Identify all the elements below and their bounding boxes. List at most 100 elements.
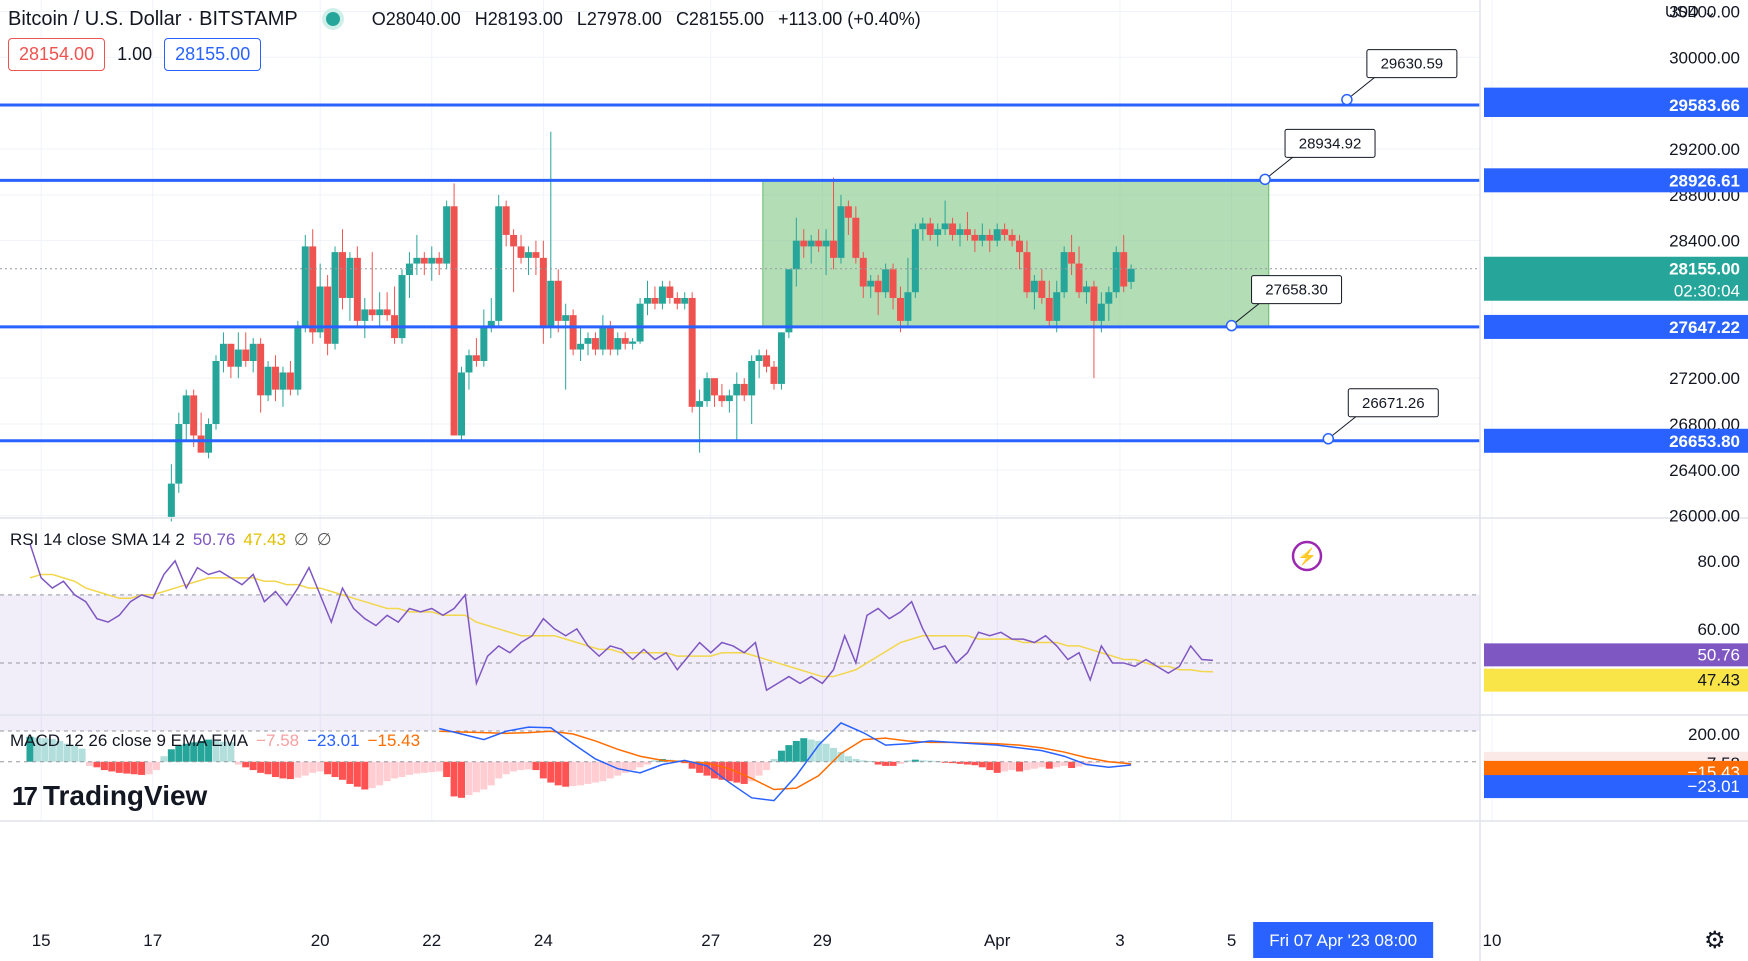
macd-histogram-bar xyxy=(361,761,369,790)
macd-histogram-bar xyxy=(480,761,488,790)
macd-histogram-bar xyxy=(978,761,986,768)
macd-histogram-bar xyxy=(577,761,585,786)
time-tick-label: 27 xyxy=(701,931,720,950)
callout-anchor xyxy=(1259,173,1271,186)
macd-histogram-bar xyxy=(815,740,823,762)
macd-histogram-bar xyxy=(710,761,718,779)
candle-body xyxy=(636,303,644,342)
candle-body xyxy=(651,297,659,304)
macd-histogram-bar xyxy=(621,761,629,773)
macd-histogram-bar xyxy=(792,740,800,762)
candle-body xyxy=(792,240,800,270)
macd-histogram-bar xyxy=(78,748,86,762)
price-label-box xyxy=(1484,314,1748,339)
rsi-legend[interactable]: RSI 14 close SMA 14 2 50.76 47.43 ∅ ∅ xyxy=(10,530,332,550)
macd-histogram-bar xyxy=(145,761,153,775)
candle-body xyxy=(941,223,949,230)
macd-histogram-bar xyxy=(309,761,317,773)
candle-body xyxy=(896,297,904,321)
macd-histogram-bar xyxy=(420,761,428,773)
candle-body xyxy=(986,234,994,241)
gear-icon[interactable]: ⚙ xyxy=(1704,927,1726,954)
macd-histogram-bar xyxy=(904,760,912,762)
time-tick-label: 3 xyxy=(1115,931,1124,950)
macd-histogram-bar xyxy=(688,761,696,769)
rsi-last-label: 47.43 xyxy=(1697,671,1740,690)
candle-body xyxy=(309,246,317,333)
candle-body xyxy=(658,286,666,304)
macd-histogram-bar xyxy=(324,761,332,775)
rsi-label: RSI 14 close SMA 14 2 xyxy=(10,530,185,549)
candle-body xyxy=(1060,252,1068,293)
candle-body xyxy=(889,269,897,298)
candle-body xyxy=(777,332,785,384)
price-label-box xyxy=(1484,168,1748,193)
symbol-title[interactable]: Bitcoin / U.S. Dollar · BITSTAMP xyxy=(8,7,298,30)
candle-body xyxy=(1105,292,1113,304)
macd-legend[interactable]: MACD 12 26 close 9 EMA EMA −7.58 −23.01 … xyxy=(10,731,420,751)
chevron-down-icon: ⌄ xyxy=(1703,4,1717,21)
candle-body xyxy=(301,246,309,327)
macd-histogram-bar xyxy=(629,761,637,771)
macd-histogram-bar xyxy=(1053,761,1061,768)
macd-histogram-bar xyxy=(160,756,168,762)
rsi-ma-line xyxy=(29,573,1213,678)
candle-body xyxy=(874,280,882,293)
macd-histogram-bar xyxy=(911,759,919,762)
candle-body xyxy=(614,338,622,350)
candle-body xyxy=(859,257,867,287)
candle-body xyxy=(420,257,428,264)
macd-histogram-bar xyxy=(844,756,852,762)
macd-histogram-bar xyxy=(569,761,577,787)
macd-histogram-bar xyxy=(971,761,979,766)
candle-body xyxy=(904,292,912,321)
macd-histogram-bar xyxy=(272,761,280,778)
macd-histogram-bar xyxy=(435,761,443,772)
macd-histogram-bar xyxy=(606,761,614,779)
macd-histogram-bar xyxy=(257,761,265,773)
macd-histogram-bar xyxy=(539,761,547,779)
candle-body xyxy=(1045,297,1053,321)
candle-body xyxy=(532,252,540,258)
macd-hist-value: −7.58 xyxy=(256,731,300,750)
price-tick-label: 30000.00 xyxy=(1669,48,1740,67)
macd-histogram-bar xyxy=(763,761,771,771)
macd-histogram-bar xyxy=(93,761,101,768)
macd-histogram-bar xyxy=(398,761,406,778)
macd-histogram-bar xyxy=(100,761,108,771)
sell-button[interactable]: 28154.00 xyxy=(8,38,106,71)
tradingview-logo[interactable]: 17 TradingView xyxy=(12,780,207,812)
time-tick-label: Apr xyxy=(984,931,1011,950)
candle-body xyxy=(837,206,845,258)
macd-histogram-bar xyxy=(926,760,934,762)
macd-histogram-bar xyxy=(368,761,376,789)
candle-body xyxy=(234,349,242,367)
candle-body xyxy=(926,223,934,235)
macd-histogram-bar xyxy=(748,761,756,782)
candle-body xyxy=(807,240,815,247)
candle-body xyxy=(450,206,458,436)
price-label-box xyxy=(1484,428,1748,453)
tradingview-icon: 17 xyxy=(12,780,38,811)
macd-histogram-bar xyxy=(115,761,123,773)
macd-histogram-bar xyxy=(48,738,56,762)
candle-body xyxy=(621,338,629,344)
macd-histogram-bar xyxy=(949,761,957,764)
candle-body xyxy=(413,257,421,264)
candle-body xyxy=(562,315,570,321)
macd-histogram-bar xyxy=(405,761,413,775)
macd-histogram-bar xyxy=(822,743,830,762)
candle-body xyxy=(748,360,756,396)
macd-histogram-bar xyxy=(495,761,503,779)
time-tick-label: 15 xyxy=(32,931,51,950)
currency-label: USD xyxy=(1665,4,1699,21)
candle-body xyxy=(495,206,503,321)
candle-body xyxy=(577,343,585,350)
candle-body xyxy=(480,326,488,361)
currency-selector[interactable]: USD ⌄ xyxy=(1665,2,1717,22)
buy-button[interactable]: 28155.00 xyxy=(164,38,262,71)
candle-body xyxy=(227,343,235,367)
candle-body xyxy=(703,378,711,402)
price-label-box xyxy=(1484,256,1748,301)
